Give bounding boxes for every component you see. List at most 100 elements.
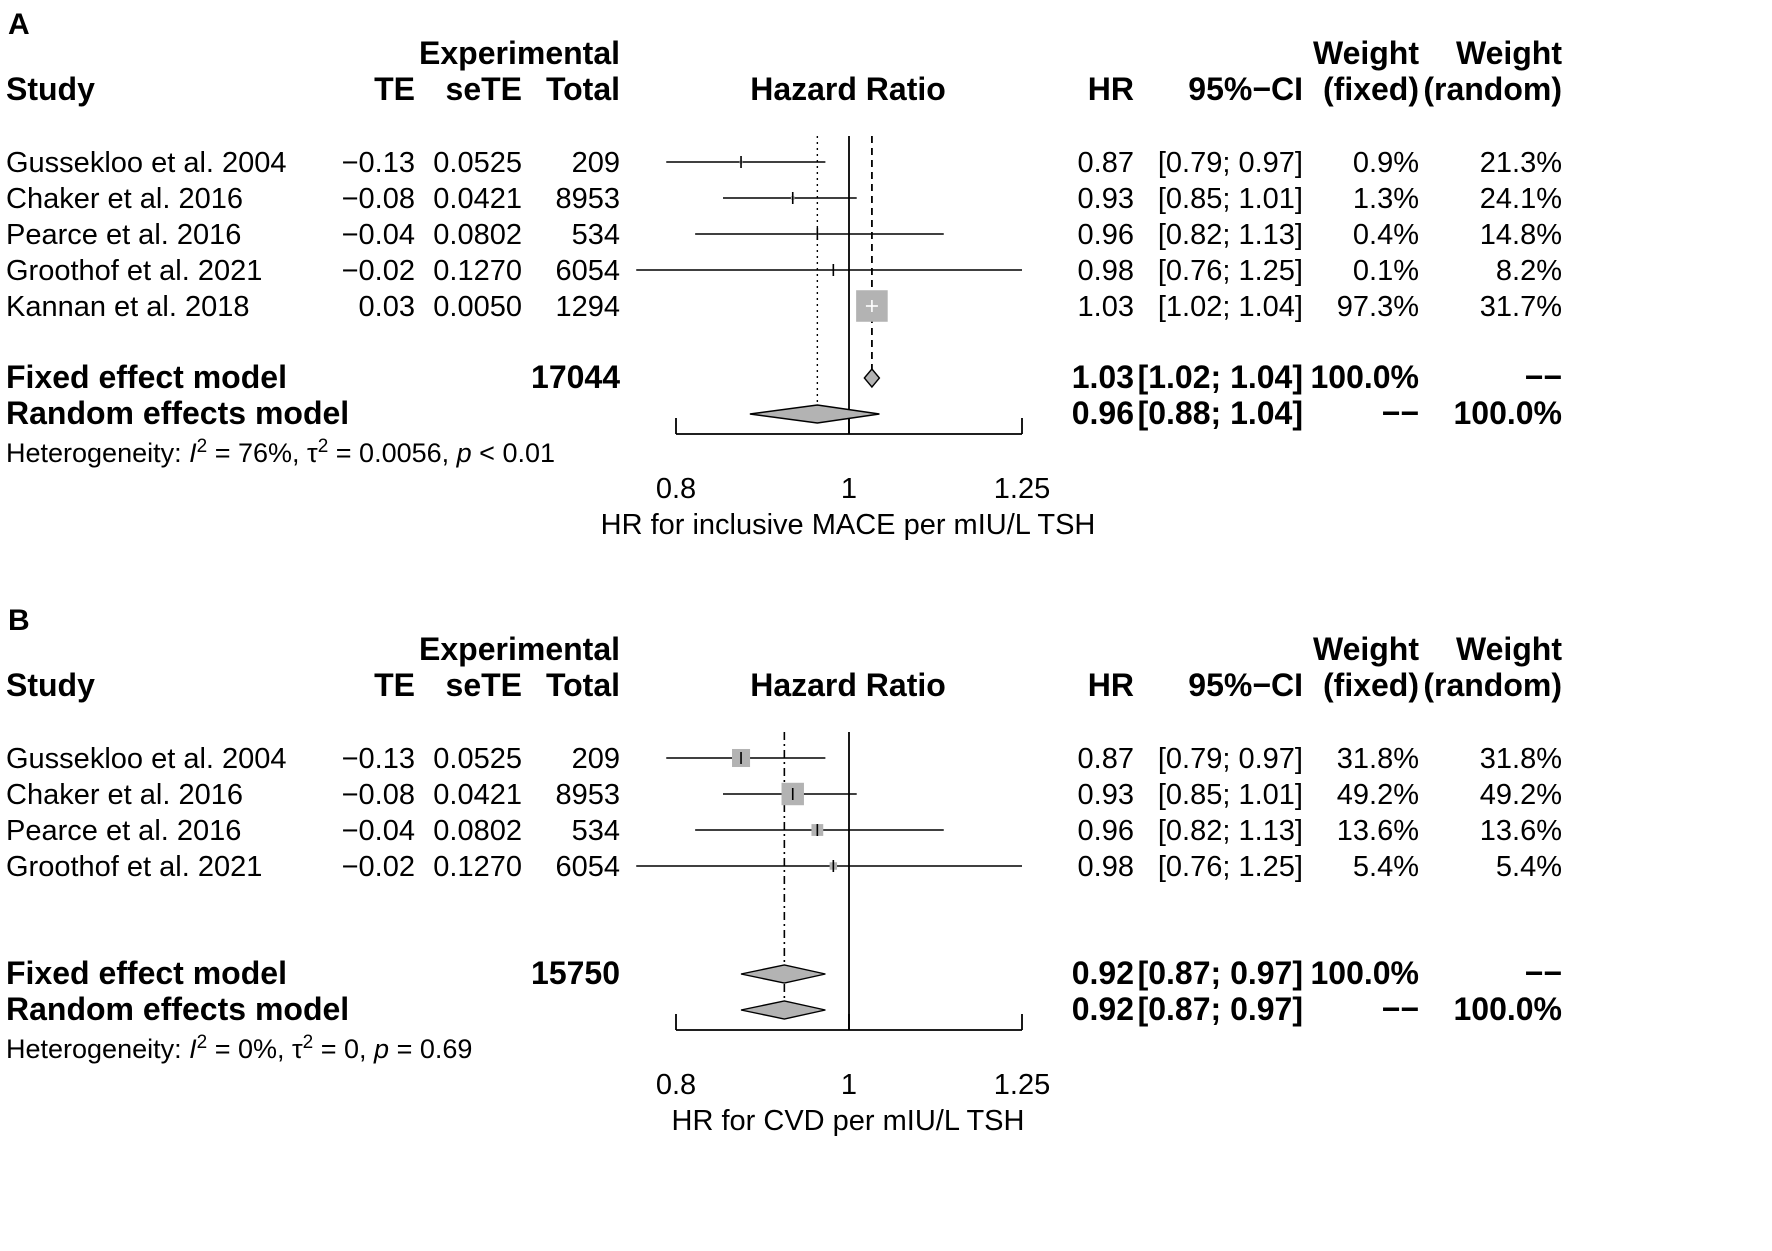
study-total: 8953 — [555, 183, 620, 215]
random-effects-model-weight-fixed: −− — [1382, 395, 1419, 431]
fixed-effect-model-diamond — [740, 964, 826, 984]
header-weight-fixed-top: Weight — [1313, 631, 1419, 667]
study-weight-random: 21.3% — [1480, 147, 1562, 179]
study-total: 534 — [572, 815, 620, 847]
x-tick-label: 1 — [841, 473, 857, 505]
study-te: −0.04 — [342, 219, 415, 251]
x-tick-label: 1.25 — [994, 1069, 1050, 1101]
study-te: −0.13 — [342, 743, 415, 775]
header-study: Study — [6, 667, 95, 703]
random-effects-model-weight-random: 100.0% — [1453, 395, 1562, 431]
study-total: 6054 — [555, 255, 620, 287]
fixed-effect-model-label: Fixed effect model — [6, 359, 287, 395]
study-ci: [0.85; 1.01] — [1158, 779, 1303, 811]
study-weight-random: 14.8% — [1480, 219, 1562, 251]
x-axis: 0.8 1 1.25 HR for inclusive MACE per mIU/L … — [601, 418, 1095, 541]
fixed-effect-model-ci: [0.87; 0.97] — [1138, 955, 1303, 991]
study-hr: 0.96 — [1078, 219, 1134, 251]
x-tick-label: 0.8 — [656, 473, 696, 505]
header-weight-random: (random) — [1423, 71, 1562, 107]
heterogeneity-text: Heterogeneity: I2 = 76%, τ2 = 0.0056, p … — [6, 436, 555, 469]
header-hazard-ratio: Hazard Ratio — [750, 667, 946, 703]
study-weight-fixed: 13.6% — [1337, 815, 1419, 847]
study-row: Pearce et al. 2016 −0.04 0.0802 534 0.96 [0.8… — [6, 815, 1562, 847]
random-effects-model-weight-fixed: −− — [1382, 991, 1419, 1027]
random-effects-model-label: Random effects model — [6, 991, 349, 1027]
header-ci: 95%−CI — [1188, 667, 1303, 703]
random-effects-model-ci: [0.88; 1.04] — [1138, 395, 1303, 431]
study-weight-random: 49.2% — [1480, 779, 1562, 811]
random-effects-model-label: Random effects model — [6, 395, 349, 431]
study-hr: 0.93 — [1078, 183, 1134, 215]
study-sete: 0.1270 — [433, 255, 522, 287]
header-experimental: Experimental — [419, 631, 620, 667]
study-weight-fixed: 49.2% — [1337, 779, 1419, 811]
study-total: 1294 — [555, 291, 620, 323]
study-total: 6054 — [555, 851, 620, 883]
study-total: 8953 — [555, 779, 620, 811]
header-total: Total — [546, 71, 620, 107]
study-weight-random: 31.7% — [1480, 291, 1562, 323]
study-weight-fixed: 5.4% — [1353, 851, 1419, 883]
fixed-effect-model-total: 15750 — [531, 955, 620, 991]
study-sete: 0.0050 — [433, 291, 522, 323]
header-weight-fixed-top: Weight — [1313, 35, 1419, 71]
header-weight-fixed: (fixed) — [1323, 71, 1419, 107]
header-weight-random-top: Weight — [1456, 35, 1562, 71]
forest-panel-b: B Experimental Weight Weight Study TE seTE Tota… — [6, 604, 1562, 1137]
study-name: Kannan et al. 2018 — [6, 291, 249, 323]
x-tick-label: 1 — [841, 1069, 857, 1101]
header-te: TE — [374, 71, 415, 107]
study-weight-fixed: 0.4% — [1353, 219, 1419, 251]
study-weight-random: 5.4% — [1496, 851, 1562, 883]
random-effects-model-row: Random effects model 0.96 [0.88; 1.04] −− 10… — [6, 395, 1562, 431]
study-ci: [0.79; 0.97] — [1158, 147, 1303, 179]
study-te: 0.03 — [359, 291, 415, 323]
study-ci: [0.82; 1.13] — [1158, 815, 1303, 847]
random-effects-model-ci: [0.87; 0.97] — [1138, 991, 1303, 1027]
study-weight-fixed: 1.3% — [1353, 183, 1419, 215]
header-sete: seTE — [446, 71, 522, 107]
study-name: Pearce et al. 2016 — [6, 815, 241, 847]
header-experimental: Experimental — [419, 35, 620, 71]
study-te: −0.08 — [342, 779, 415, 811]
fixed-effect-model-label: Fixed effect model — [6, 955, 287, 991]
header-sete: seTE — [446, 667, 522, 703]
study-hr: 0.87 — [1078, 147, 1134, 179]
study-name: Pearce et al. 2016 — [6, 219, 241, 251]
study-weight-random: 24.1% — [1480, 183, 1562, 215]
study-row: Pearce et al. 2016 −0.04 0.0802 534 0.96 [0.8… — [6, 219, 1562, 251]
study-sete: 0.0525 — [433, 147, 522, 179]
forest-panel-a: A Experimental Weight Weight Study TE seTE Tota… — [6, 8, 1562, 541]
study-te: −0.04 — [342, 815, 415, 847]
study-te: −0.13 — [342, 147, 415, 179]
header-study: Study — [6, 71, 95, 107]
random-effects-model-hr: 0.96 — [1072, 395, 1134, 431]
fixed-effect-model-row: Fixed effect model 15750 0.92 [0.87; 0.97] 1… — [6, 955, 1562, 991]
study-weight-fixed: 97.3% — [1337, 291, 1419, 323]
study-hr: 0.98 — [1078, 851, 1134, 883]
header-hr: HR — [1088, 667, 1134, 703]
study-ci: [0.85; 1.01] — [1158, 183, 1303, 215]
study-hr: 0.87 — [1078, 743, 1134, 775]
study-total: 209 — [572, 147, 620, 179]
study-sete: 0.0802 — [433, 815, 522, 847]
random-effects-model-weight-random: 100.0% — [1453, 991, 1562, 1027]
study-weight-fixed: 0.1% — [1353, 255, 1419, 287]
study-row: Kannan et al. 2018 0.03 0.0050 1294 1.03 [1.0… — [6, 290, 1562, 323]
fixed-effect-model-hr: 0.92 — [1072, 955, 1134, 991]
study-weight-random: 31.8% — [1480, 743, 1562, 775]
fixed-effect-model-weight-fixed: 100.0% — [1310, 359, 1419, 395]
study-row: Gussekloo et al. 2004 −0.13 0.0525 209 0.87 [… — [6, 743, 1562, 775]
header-hazard-ratio: Hazard Ratio — [750, 71, 946, 107]
random-effects-model-diamond — [740, 1000, 826, 1020]
x-axis: 0.8 1 1.25 HR for CVD per mIU/L TSH — [656, 1014, 1050, 1137]
study-weight-fixed: 31.8% — [1337, 743, 1419, 775]
study-name: Gussekloo et al. 2004 — [6, 743, 287, 775]
heterogeneity-text: Heterogeneity: I2 = 0%, τ2 = 0, p = 0.69 — [6, 1032, 472, 1065]
study-total: 534 — [572, 219, 620, 251]
fixed-effect-model-weight-random: −− — [1525, 955, 1562, 991]
study-weight-random: 13.6% — [1480, 815, 1562, 847]
random-effects-model-diamond — [749, 404, 880, 424]
x-tick-label: 1.25 — [994, 473, 1050, 505]
